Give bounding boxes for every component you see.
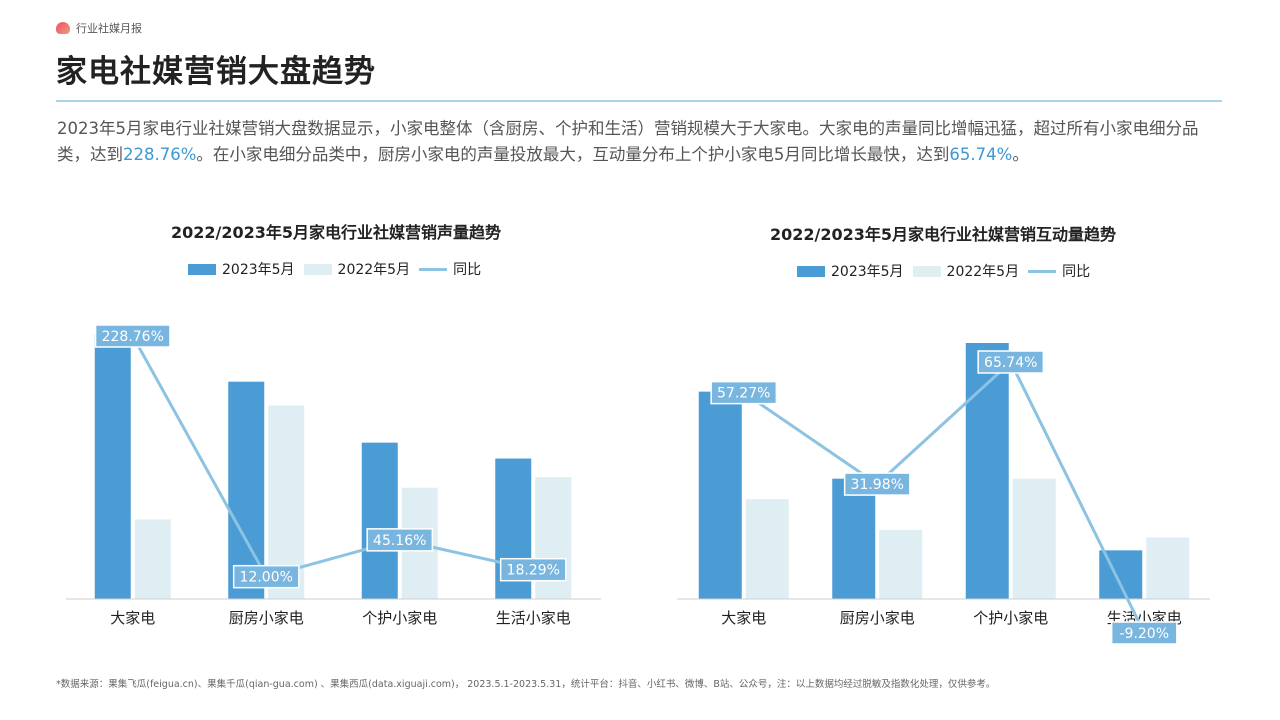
bar-2022-1	[879, 529, 923, 599]
category-label-1: 厨房小家电	[840, 609, 915, 627]
summary-text-2: 。在小家电细分品类中，厨房小家电的声量投放最大，互动量分布上个护小家电5月同比增…	[196, 145, 950, 164]
legend2-label-yoy: 同比	[1062, 264, 1091, 280]
volume-chart-legend: 2023年5月 2022年5月 同比	[188, 259, 490, 279]
summary-paragraph: 2023年5月家电行业社媒营销大盘数据显示，小家电整体（含厨房、个护和生活）营销…	[57, 116, 1227, 168]
yoy-data-label-2: 65.74%	[977, 350, 1045, 374]
title-divider	[56, 100, 1222, 102]
legend2-label-2022: 2022年5月	[946, 264, 1020, 280]
legend-label-2022: 2022年5月	[337, 262, 411, 278]
yoy-data-label-1: 12.00%	[232, 564, 300, 589]
bar-2023-0	[698, 391, 742, 599]
legend-swatch-2023	[188, 263, 216, 275]
summary-highlight-2: 65.74%	[949, 145, 1013, 164]
bar-2023-2	[361, 442, 398, 599]
category-label-0: 大家电	[721, 609, 766, 627]
category-label-2: 个护小家电	[362, 609, 437, 627]
yoy-line	[742, 360, 1146, 634]
svg-text:31.98%: 31.98%	[851, 477, 904, 493]
legend2-label-2023: 2023年5月	[831, 264, 904, 280]
page-title: 家电社媒营销大盘趋势	[56, 54, 376, 90]
yoy-data-label-0: 57.27%	[710, 380, 778, 405]
category-label-2: 个护小家电	[973, 609, 1048, 627]
interaction-chart-legend: 2023年5月 2022年5月 同比	[797, 261, 1099, 281]
yoy-data-label-3: -9.20%	[1110, 621, 1178, 645]
yoy-line	[131, 335, 534, 579]
legend2-item-yoy: 同比	[1028, 261, 1090, 281]
category-label-0: 大家电	[110, 609, 155, 627]
legend-item-2023: 2023年5月	[188, 259, 295, 279]
brand-label: 行业社媒月报	[76, 22, 142, 35]
yoy-data-label-1: 31.98%	[843, 472, 911, 496]
bar-2022-0	[134, 519, 171, 599]
svg-text:12.00%: 12.00%	[240, 570, 293, 586]
bar-2023-1	[832, 478, 876, 599]
bar-2023-2	[965, 343, 1009, 599]
category-label-1: 厨房小家电	[229, 609, 304, 627]
interaction-chart-title: 2022/2023年5月家电行业社媒营销互动量趋势	[769, 225, 1117, 244]
legend-item-yoy: 同比	[419, 259, 481, 279]
legend2-swatch-yoy	[1028, 269, 1057, 273]
legend2-swatch-2022	[912, 265, 941, 277]
summary-highlight-1: 228.76%	[123, 145, 197, 164]
footnote: *数据来源：果集飞瓜(feigua.cn)、果集千瓜(qian-gua.com)…	[56, 679, 996, 690]
bar-2022-3	[1146, 537, 1190, 599]
category-label-3: 生活小家电	[496, 609, 571, 627]
legend-label-yoy: 同比	[453, 262, 482, 278]
legend-item-2022: 2022年5月	[303, 259, 411, 279]
legend2-item-2022: 2022年5月	[912, 261, 1020, 281]
svg-text:18.29%: 18.29%	[507, 563, 560, 579]
volume-chart-title: 2022/2023年5月家电行业社媒营销声量趋势	[170, 223, 502, 242]
legend2-swatch-2023	[797, 265, 825, 277]
brand-logo-icon	[56, 22, 70, 34]
summary-text-1: 2023年5月家电行业社媒营销大盘数据显示，小家电整体（含厨房、个护和生活）营销…	[57, 119, 1199, 164]
legend-label-2023: 2023年5月	[222, 262, 295, 278]
yoy-data-label-2: 45.16%	[366, 528, 434, 552]
svg-text:45.16%: 45.16%	[373, 533, 426, 549]
bar-2022-2	[1012, 478, 1056, 599]
legend-swatch-yoy	[419, 267, 448, 271]
brand-header: 行业社媒月报	[56, 20, 142, 36]
legend-swatch-2022	[303, 263, 332, 275]
svg-text:65.74%: 65.74%	[984, 355, 1037, 371]
legend2-item-2023: 2023年5月	[797, 261, 904, 281]
yoy-data-label-0: 228.76%	[94, 324, 171, 348]
svg-text:228.76%: 228.76%	[102, 329, 164, 345]
bar-2023-0	[94, 334, 131, 599]
svg-text:57.27%: 57.27%	[717, 386, 770, 402]
yoy-data-label-3: 18.29%	[499, 557, 567, 582]
svg-text:-9.20%: -9.20%	[1119, 626, 1169, 642]
bar-2022-0	[745, 499, 789, 599]
summary-text-3: 。	[1012, 145, 1029, 164]
